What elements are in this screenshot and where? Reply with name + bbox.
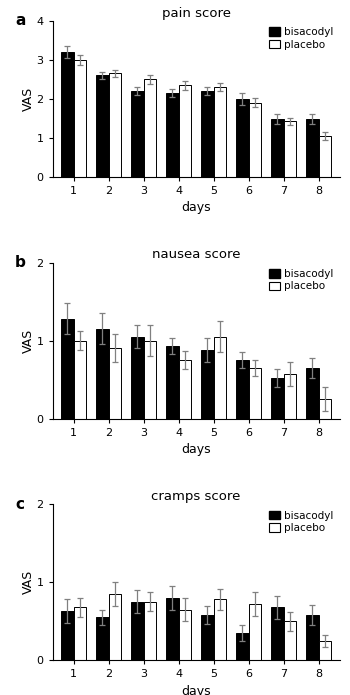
Title: cramps score: cramps score (151, 490, 241, 503)
Bar (61, 52, 74, 177)
Bar (74, 607, 86, 660)
Bar (214, 336, 226, 418)
Bar (166, 93, 178, 177)
Bar (318, 641, 331, 660)
Bar (248, 368, 261, 418)
Bar (248, 604, 261, 660)
Bar (306, 368, 318, 418)
X-axis label: days: days (181, 443, 211, 456)
Bar (214, 87, 226, 177)
Bar (108, 348, 121, 418)
Bar (166, 346, 178, 418)
Legend: bisacodyl, placebo: bisacodyl, placebo (268, 509, 334, 534)
Text: c: c (15, 496, 24, 512)
Bar (306, 615, 318, 660)
Bar (236, 99, 248, 177)
Bar (178, 610, 191, 660)
X-axis label: days: days (181, 685, 211, 695)
Title: nausea score: nausea score (152, 248, 240, 261)
Bar (248, 103, 261, 177)
Text: b: b (15, 255, 26, 270)
Bar (178, 85, 191, 177)
Legend: bisacodyl, placebo: bisacodyl, placebo (268, 268, 334, 293)
Bar (318, 136, 331, 177)
Bar (96, 617, 108, 660)
Bar (144, 341, 156, 418)
Bar (318, 399, 331, 418)
Bar (214, 599, 226, 660)
Bar (271, 119, 284, 177)
Bar (131, 602, 144, 660)
Bar (271, 607, 284, 660)
Y-axis label: VAS: VAS (22, 87, 35, 111)
Bar (61, 319, 74, 418)
Title: pain score: pain score (161, 7, 231, 19)
Bar (74, 341, 86, 418)
Bar (271, 378, 284, 418)
Bar (178, 360, 191, 418)
Bar (96, 76, 108, 177)
Bar (144, 602, 156, 660)
Bar (201, 615, 213, 660)
Bar (61, 611, 74, 660)
Bar (131, 91, 144, 177)
Y-axis label: VAS: VAS (22, 570, 35, 594)
Bar (108, 594, 121, 660)
Bar (306, 119, 318, 177)
Y-axis label: VAS: VAS (22, 329, 35, 352)
Bar (74, 60, 86, 177)
Bar (108, 74, 121, 177)
Bar (284, 621, 296, 660)
Bar (131, 336, 144, 418)
Bar (236, 360, 248, 418)
Bar (144, 79, 156, 177)
Bar (284, 374, 296, 418)
Bar (166, 598, 178, 660)
Legend: bisacodyl, placebo: bisacodyl, placebo (268, 26, 334, 51)
X-axis label: days: days (181, 202, 211, 214)
Bar (284, 122, 296, 177)
Bar (201, 91, 213, 177)
Bar (201, 350, 213, 418)
Text: a: a (15, 13, 26, 28)
Bar (96, 329, 108, 418)
Bar (236, 633, 248, 660)
